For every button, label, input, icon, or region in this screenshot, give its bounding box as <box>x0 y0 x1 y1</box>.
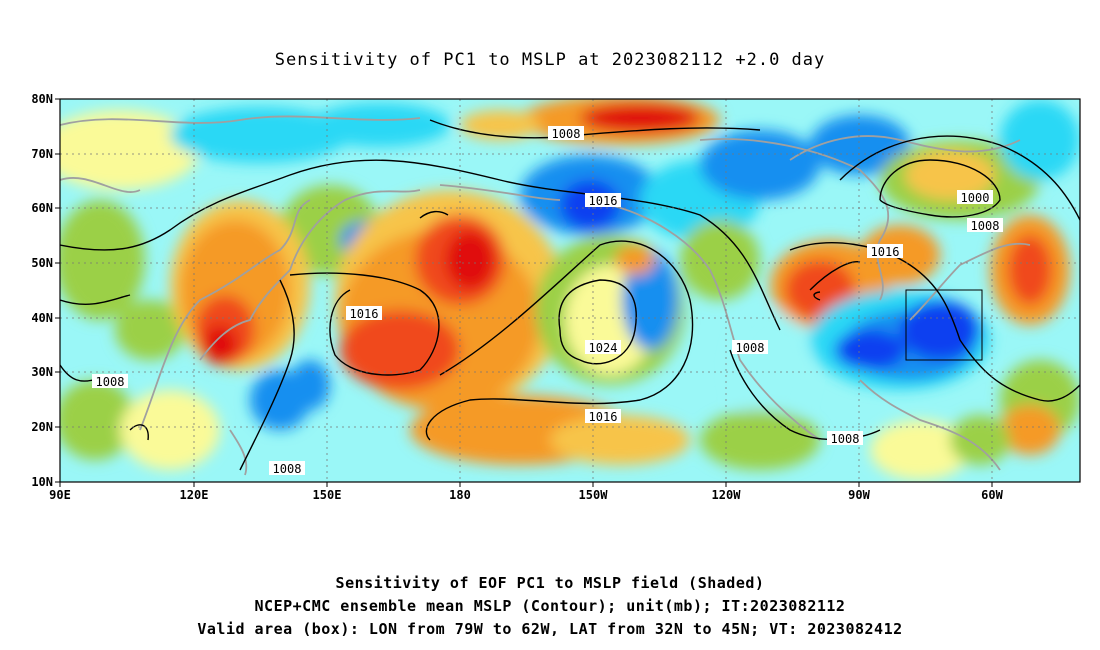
lon-tick-label: 150W <box>579 488 609 502</box>
contour-label: 1016 <box>589 194 618 208</box>
lat-tick-label: 30N <box>31 365 53 379</box>
contour-label-bg <box>867 244 903 258</box>
map-title: Sensitivity of PC1 to MSLP at 2023082112… <box>274 50 826 70</box>
contour-label: 1024 <box>589 341 618 355</box>
lon-tick-label: 180 <box>449 488 471 502</box>
contour-label: 1008 <box>273 462 302 476</box>
lon-tick-label: 90W <box>848 488 870 502</box>
lon-tick-label: 120E <box>180 488 209 502</box>
caption-line-3: Valid area (box): LON from 79W to 62W, L… <box>197 620 903 638</box>
gridlines <box>60 99 1080 482</box>
contour-label-bg <box>585 193 621 207</box>
contour-label: 1008 <box>552 127 581 141</box>
valid-area-box <box>905 289 983 361</box>
lon-tick-label: 120W <box>712 488 742 502</box>
lon-tick-label: 90E <box>49 488 71 502</box>
contour-label-bg <box>827 431 863 445</box>
lon-tick-label: 150E <box>313 488 342 502</box>
caption-line-1: Sensitivity of EOF PC1 to MSLP field (Sh… <box>335 574 765 592</box>
contour-labels: 1008 1008 1008 1016 1016 1024 1016 1008 1008 1000… <box>92 126 1003 476</box>
contour-label-bg <box>269 461 305 475</box>
lat-tick-label: 70N <box>31 147 53 161</box>
contour-label-bg <box>548 126 584 140</box>
contour-label: 1008 <box>736 341 765 355</box>
lat-tick-label: 10N <box>31 475 53 489</box>
contour-label-bg <box>585 340 621 354</box>
lat-tick-label: 40N <box>31 311 53 325</box>
contour-label-bg <box>346 306 382 320</box>
contour-label: 1008 <box>831 432 860 446</box>
caption-line-2: NCEP+CMC ensemble mean MSLP (Contour); u… <box>254 597 846 615</box>
contour-label: 1008 <box>971 219 1000 233</box>
lat-tick-label: 60N <box>31 201 53 215</box>
shaded-field <box>60 99 1080 482</box>
lat-tick-label: 80N <box>31 92 53 106</box>
lat-axis: 10N 20N 30N 40N 50N 60N 70N 80N <box>31 92 60 489</box>
contour-label-bg <box>957 190 993 204</box>
lon-axis: 90E 120E 150E 180 150W 120W 90W 60W <box>49 482 1004 502</box>
contour-label-bg <box>732 340 768 354</box>
coastlines <box>60 115 1031 476</box>
contour-label-bg <box>92 374 128 388</box>
plot-frame <box>59 98 1081 483</box>
lat-tick-label: 20N <box>31 420 53 434</box>
lon-tick-label: 60W <box>981 488 1003 502</box>
contour-label: 1008 <box>96 375 125 389</box>
lat-tick-label: 50N <box>31 256 53 270</box>
contour-label-bg <box>967 218 1003 232</box>
contour-label-bg <box>585 409 621 423</box>
contour-label: 1016 <box>589 410 618 424</box>
contour-label: 1000 <box>961 191 990 205</box>
contour-label: 1016 <box>350 307 379 321</box>
contour-label: 1016 <box>871 245 900 259</box>
